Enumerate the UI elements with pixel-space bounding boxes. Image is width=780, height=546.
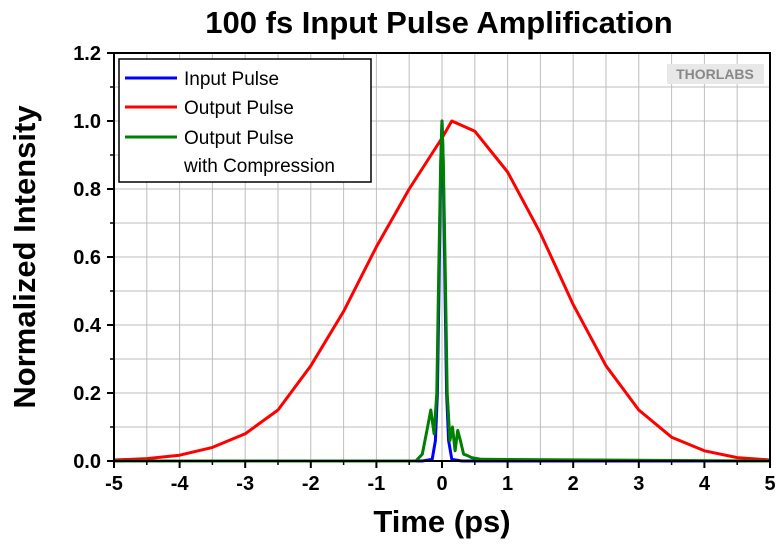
- y-tick-label: 1.0: [73, 111, 101, 133]
- legend-label: Output Pulse: [184, 98, 294, 119]
- svg-text:THORLABS: THORLABS: [676, 66, 754, 82]
- y-tick-label: 0.2: [73, 383, 101, 405]
- legend-label: Output Pulse: [184, 128, 294, 149]
- axis-ticks: -5 -4 -3 -2 -1 0 1 2 3 4 5 0.0 0.2 0.4 0.6 0.8 1.0 1.2: [73, 43, 775, 495]
- x-tick-label: 1: [502, 473, 513, 495]
- legend-label: with Compression: [183, 156, 335, 177]
- y-tick-label: 0.4: [73, 315, 102, 337]
- series-line-2: [114, 119, 771, 463]
- x-tick-label: 3: [633, 473, 644, 495]
- x-tick-label: -2: [302, 473, 320, 495]
- x-tick-label: 4: [699, 473, 711, 495]
- y-tick-label: 1.2: [73, 43, 101, 65]
- legend: Input Pulse Output Pulse Output Pulse with …: [118, 58, 372, 183]
- series-line-1: [113, 119, 771, 462]
- y-tick-label: 0.0: [73, 451, 101, 473]
- x-tick-label: -5: [105, 473, 123, 495]
- x-tick-label: -4: [171, 473, 190, 495]
- legend-label: Input Pulse: [184, 69, 279, 90]
- x-tick-label: 2: [568, 473, 579, 495]
- x-tick-label: 5: [764, 473, 775, 495]
- x-axis-title: Time (ps): [373, 504, 510, 539]
- x-tick-label: -3: [236, 473, 254, 495]
- y-tick-label: 0.8: [73, 179, 101, 201]
- x-tick-label: 0: [436, 473, 447, 495]
- y-axis-title: Normalized Intensity: [7, 105, 42, 409]
- data-series: [113, 119, 771, 463]
- thorlabs-logo: THORLABS: [667, 64, 764, 84]
- y-tick-label: 0.6: [73, 247, 101, 269]
- x-tick-label: -1: [368, 473, 386, 495]
- chart-title: 100 fs Input Pulse Amplification: [205, 5, 672, 40]
